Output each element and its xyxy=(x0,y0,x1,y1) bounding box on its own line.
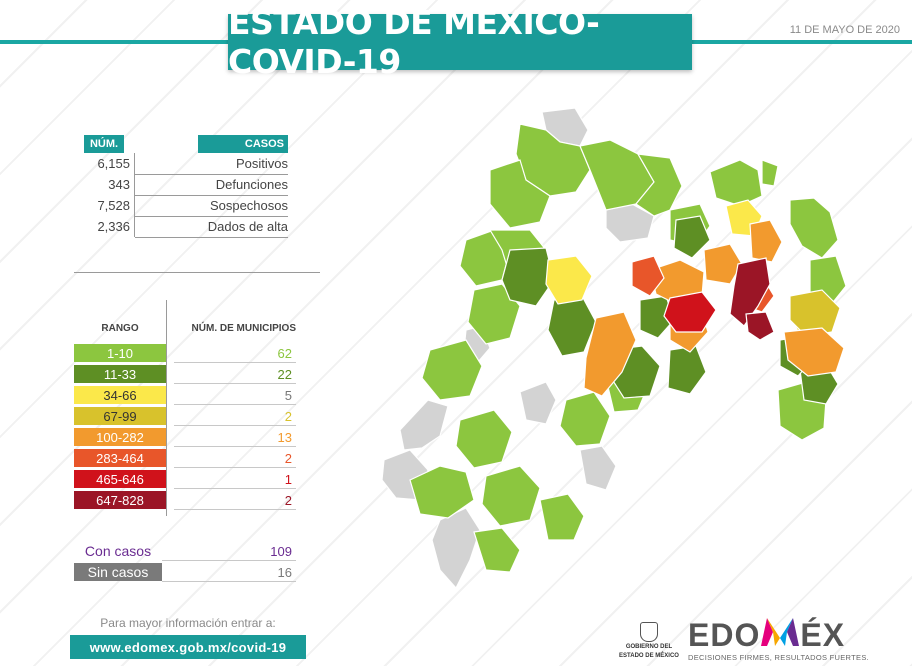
legend-row: 283-464 2 xyxy=(74,449,296,468)
col-casos-header: CASOS xyxy=(198,135,288,153)
title-line-right xyxy=(692,40,912,44)
legend-count: 2 xyxy=(284,408,292,424)
government-logo: GOBIERNO DEL ESTADO DE MÉXICO xyxy=(614,622,684,660)
legend-count: 2 xyxy=(284,492,292,508)
brand-part-a: EDO xyxy=(688,616,761,653)
legend-row: 67-99 2 xyxy=(74,407,296,426)
legend-row: 1-10 62 xyxy=(74,344,296,363)
con-casos-value: 109 xyxy=(270,543,292,559)
legend-row: 100-282 13 xyxy=(74,428,296,447)
table-row: 6,155 Positivos xyxy=(84,153,288,175)
legend-header: RANGO NÚM. DE MUNICIPIOS xyxy=(74,300,296,344)
title-line-left xyxy=(0,40,228,44)
brand-m-icon xyxy=(761,618,800,651)
legend-swatch: 1-10 xyxy=(74,344,166,362)
seal-icon xyxy=(640,622,658,642)
brand-tagline: DECISIONES FIRMES, RESULTADOS FUERTES. xyxy=(688,653,870,662)
legend-row: 465-646 1 xyxy=(74,470,296,489)
legend-count: 22 xyxy=(277,366,292,382)
legend-swatch: 647-828 xyxy=(74,491,166,509)
table-row: 7,528 Sospechosos xyxy=(84,195,288,217)
legend-swatch: 100-282 xyxy=(74,428,166,446)
cases-table: NÚM. CASOS 6,155 Positivos 343 Defuncion… xyxy=(84,135,288,238)
col-rango-header: RANGO xyxy=(101,323,139,334)
stat-value: 7,528 xyxy=(84,195,135,216)
legend-count: 62 xyxy=(277,345,292,361)
stat-label: Dados de alta xyxy=(135,216,288,238)
legend-count: 1 xyxy=(284,471,292,487)
section-divider xyxy=(74,272,320,273)
stat-value: 2,336 xyxy=(84,216,135,237)
legend-count: 2 xyxy=(284,450,292,466)
cases-table-header: NÚM. CASOS xyxy=(84,135,288,153)
map-municipalities-67-99 xyxy=(789,289,841,337)
stat-label: Sospechosos xyxy=(135,195,288,217)
legend-row: 647-828 2 xyxy=(74,491,296,510)
table-row: 343 Defunciones xyxy=(84,174,288,196)
totals: Con casos 109 Sin casos 16 xyxy=(74,542,296,584)
legend-swatch: 34-66 xyxy=(74,386,166,404)
map-municipalities-647-828 xyxy=(729,257,775,341)
state-map xyxy=(381,107,847,590)
legend-swatch: 465-646 xyxy=(74,470,166,488)
totals-row-con: Con casos 109 xyxy=(74,542,296,561)
col-num-header: NÚM. xyxy=(84,135,124,153)
legend-swatch: 11-33 xyxy=(74,365,166,383)
table-row: 2,336 Dados de alta xyxy=(84,216,288,238)
more-info-text: Para mayor información entrar a: xyxy=(100,616,276,630)
legend-count: 5 xyxy=(284,387,292,403)
gov-text-line2: ESTADO DE MÉXICO xyxy=(619,653,679,659)
legend-swatch: 67-99 xyxy=(74,407,166,425)
page-title: ESTADO DE MÉXICO-COVID-19 xyxy=(228,3,692,81)
edomex-wordmark: EDO ÉX xyxy=(688,618,884,651)
legend-count: 13 xyxy=(277,429,292,445)
edomex-logo: EDO ÉX DECISIONES FIRMES, RESULTADOS FUE… xyxy=(688,618,884,662)
stat-label: Defunciones xyxy=(135,174,288,196)
legend-swatch: 283-464 xyxy=(74,449,166,467)
stat-label: Positivos xyxy=(135,153,288,175)
map-municipalities-1-10 xyxy=(409,123,847,573)
report-date: 11 DE MAYO DE 2020 xyxy=(789,24,900,36)
sin-casos-label: Sin casos xyxy=(74,563,162,581)
map-municipalities-465-646 xyxy=(663,291,717,333)
stat-value: 6,155 xyxy=(84,153,135,174)
gov-text-line1: GOBIERNO DEL xyxy=(625,644,673,650)
legend-divider xyxy=(166,300,167,516)
con-casos-label: Con casos xyxy=(84,543,152,559)
brand-part-b: ÉX xyxy=(800,616,846,653)
legend-row: 11-33 22 xyxy=(74,365,296,384)
totals-row-sin: Sin casos 16 xyxy=(74,563,296,582)
stat-value: 343 xyxy=(84,174,135,195)
legend-rows: 1-10 62 11-33 22 34-66 5 67-99 2 100-282 13 283-46… xyxy=(74,344,296,510)
sin-casos-value: 16 xyxy=(277,564,292,580)
range-legend: RANGO NÚM. DE MUNICIPIOS 1-10 62 11-33 22 34… xyxy=(74,300,296,516)
col-municipios-header: NÚM. DE MUNICIPIOS xyxy=(191,323,296,334)
legend-row: 34-66 5 xyxy=(74,386,296,405)
website-link[interactable]: www.edomex.gob.mx/covid-19 xyxy=(70,635,306,659)
